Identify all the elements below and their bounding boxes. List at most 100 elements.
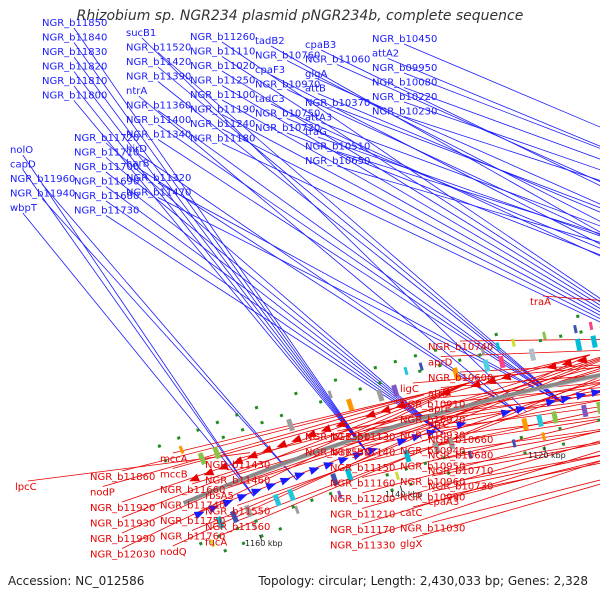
forward-gene-arrow	[265, 483, 277, 491]
reverse-gene-label: NGR_b11920	[90, 503, 155, 514]
forward-gene-label: NGR_b11240	[190, 119, 255, 130]
track-dot	[385, 473, 390, 477]
reverse-gene-arrow	[320, 424, 332, 432]
reverse-gene-label: NGR_b10740	[428, 342, 493, 353]
track-dot	[215, 420, 220, 425]
reverse-gene-class-block	[212, 446, 222, 460]
reverse-gene-class-block	[528, 348, 537, 362]
track-dot	[579, 330, 583, 334]
reverse-gene-label: nodP	[90, 488, 115, 499]
reverse-gene-label: atrB	[428, 389, 449, 400]
reverse-feature-mark	[573, 324, 578, 334]
reverse-leader-line	[412, 460, 600, 508]
forward-gene-class-block	[244, 504, 254, 518]
forward-leader-line	[157, 81, 564, 404]
forward-gene-label: NGR_b11800	[42, 91, 107, 102]
forward-leader-line	[403, 87, 600, 160]
forward-leader-line	[221, 128, 600, 320]
reverse-gene-arrow	[576, 355, 588, 364]
reverse-gene-label: ligC	[400, 384, 419, 395]
forward-gene-arrow	[294, 472, 306, 481]
forward-gene-label: NGR_b10080	[372, 78, 437, 89]
track-dot	[519, 435, 524, 440]
reverse-gene-label: NGR_b10950	[400, 462, 465, 473]
forward-gene-label: tadC3	[255, 94, 285, 105]
reverse-leader-line	[361, 440, 600, 509]
reverse-gene-label: traA	[530, 297, 551, 308]
track-dot	[291, 505, 296, 509]
forward-gene-label: sucB1	[126, 28, 156, 39]
forward-gene-label: NGR_b11470	[126, 188, 191, 199]
forward-leader-line	[73, 85, 370, 456]
forward-gene-arrow	[308, 467, 320, 475]
track-dot	[278, 526, 283, 531]
summary-text: Topology: circular; Length: 2,430,033 bp…	[258, 574, 588, 588]
reverse-gene-label: NGR_b10940	[400, 446, 465, 457]
forward-gene-label: NGR_b11390	[126, 72, 191, 83]
track-dot	[423, 461, 428, 466]
map-title: Rhizobium sp. NGR234 plasmid pNGR234b, c…	[76, 8, 524, 24]
reverse-gene-class-block	[574, 338, 583, 352]
forward-leader-line	[105, 200, 443, 434]
forward-gene-label: NGR_b10230	[372, 107, 437, 118]
reverse-leader-line	[431, 382, 600, 399]
forward-gene-label: NGR_b10220	[372, 92, 437, 103]
reverse-leader-line	[361, 430, 600, 494]
forward-gene-label: hirD	[126, 144, 147, 155]
forward-leader-line	[22, 154, 255, 497]
reverse-leader-line	[361, 389, 600, 432]
track-dot	[417, 369, 422, 374]
reverse-leader-line	[361, 420, 600, 478]
track-dot	[254, 405, 259, 410]
forward-gene-class-block	[551, 410, 559, 424]
forward-feature-mark	[467, 450, 473, 459]
reverse-leader-line	[121, 382, 470, 549]
forward-gene-label: NGR_b11830	[42, 47, 107, 58]
forward-gene-arrow	[323, 462, 335, 470]
reverse-gene-arrow	[261, 445, 273, 453]
forward-gene-label: NGR_b11100	[190, 90, 255, 101]
reverse-gene-label: lpcC	[15, 482, 37, 493]
reverse-gene-label: fucA	[205, 538, 227, 549]
forward-leader-line	[221, 85, 600, 309]
reverse-feature-mark	[403, 366, 409, 376]
reverse-gene-label: rbsA5	[205, 491, 234, 502]
forward-gene-arrow	[193, 511, 205, 520]
reverse-gene-arrow	[470, 379, 482, 388]
reverse-gene-label: NGR_b11030	[400, 524, 465, 535]
forward-leader-line	[157, 182, 564, 404]
reverse-feature-mark	[542, 331, 547, 340]
forward-leader-line	[317, 136, 600, 237]
reverse-leader-line	[440, 399, 600, 419]
reverse-leader-line	[431, 479, 600, 523]
reverse-gene-label: NGR_b11130	[330, 432, 395, 443]
forward-feature-mark	[541, 432, 546, 441]
reverse-leader-line	[459, 338, 600, 342]
reverse-gene-label: NGR_b11460	[205, 476, 270, 487]
forward-gene-class-block	[286, 488, 296, 502]
forward-gene-label: NGR_b11840	[42, 33, 107, 44]
track-dot	[576, 314, 580, 319]
reverse-leader-line	[431, 455, 600, 492]
reverse-gene-label: NGR_b11200	[330, 494, 395, 505]
forward-leader-line	[336, 165, 600, 243]
forward-gene-arrow	[411, 433, 423, 442]
forward-leader-line	[138, 95, 519, 414]
forward-gene-arrow	[236, 494, 248, 502]
forward-leader-line	[105, 171, 443, 434]
reverse-leader-line	[431, 406, 600, 430]
reverse-gene-label: NGR_b11530	[305, 448, 370, 459]
forward-leader-line	[336, 107, 600, 209]
forward-gene-label: NGR_b11180	[190, 134, 255, 145]
track-dot	[279, 413, 284, 418]
reverse-gene-arrow	[291, 434, 302, 443]
forward-gene-label: NGR_b11250	[190, 76, 255, 87]
forward-gene-label: NGR_b11190	[190, 105, 255, 116]
reverse-gene-class-block	[482, 359, 491, 373]
reverse-leader-line	[336, 392, 600, 447]
reverse-gene-label: cpaA3	[428, 497, 459, 508]
reverse-gene-arrow	[218, 462, 229, 470]
reverse-leader-line	[236, 366, 600, 460]
forward-gene-label: wbpT	[10, 203, 38, 214]
